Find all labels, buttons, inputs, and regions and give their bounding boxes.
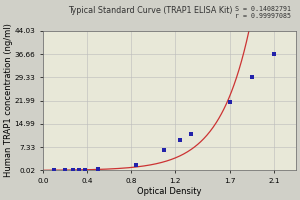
Point (250, 76, 254, 79)
Point (62, 169, 67, 172)
Point (52, 169, 56, 172)
Point (77, 168, 82, 171)
Point (178, 139, 183, 142)
Y-axis label: Human TRAP1 concentration (ng/ml): Human TRAP1 concentration (ng/ml) (4, 24, 13, 177)
Point (95, 167, 100, 170)
Point (189, 132, 194, 136)
Point (272, 52, 276, 56)
Text: S = 0.14082791
r = 0.99997085: S = 0.14082791 r = 0.99997085 (235, 6, 291, 19)
Point (161, 148, 166, 151)
Point (70, 168, 75, 172)
X-axis label: Optical Density: Optical Density (137, 187, 202, 196)
Point (134, 163, 139, 166)
Point (82, 168, 87, 171)
Point (227, 101, 232, 104)
Text: Typical Standard Curve (TRAP1 ELISA Kit): Typical Standard Curve (TRAP1 ELISA Kit) (68, 6, 232, 15)
